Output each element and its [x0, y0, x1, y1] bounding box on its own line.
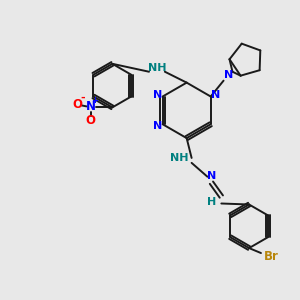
Text: O: O — [73, 98, 83, 111]
Text: N: N — [224, 70, 233, 80]
Text: -: - — [80, 92, 85, 103]
Text: N: N — [153, 121, 162, 131]
Text: N: N — [153, 89, 162, 100]
Text: N: N — [85, 100, 96, 113]
Text: H: H — [207, 196, 216, 206]
Text: N: N — [211, 89, 220, 100]
Text: NH: NH — [148, 63, 166, 73]
Text: Br: Br — [263, 250, 278, 262]
Text: O: O — [85, 114, 96, 127]
Text: N: N — [207, 171, 216, 181]
Text: +: + — [91, 96, 98, 105]
Text: NH: NH — [170, 153, 189, 163]
